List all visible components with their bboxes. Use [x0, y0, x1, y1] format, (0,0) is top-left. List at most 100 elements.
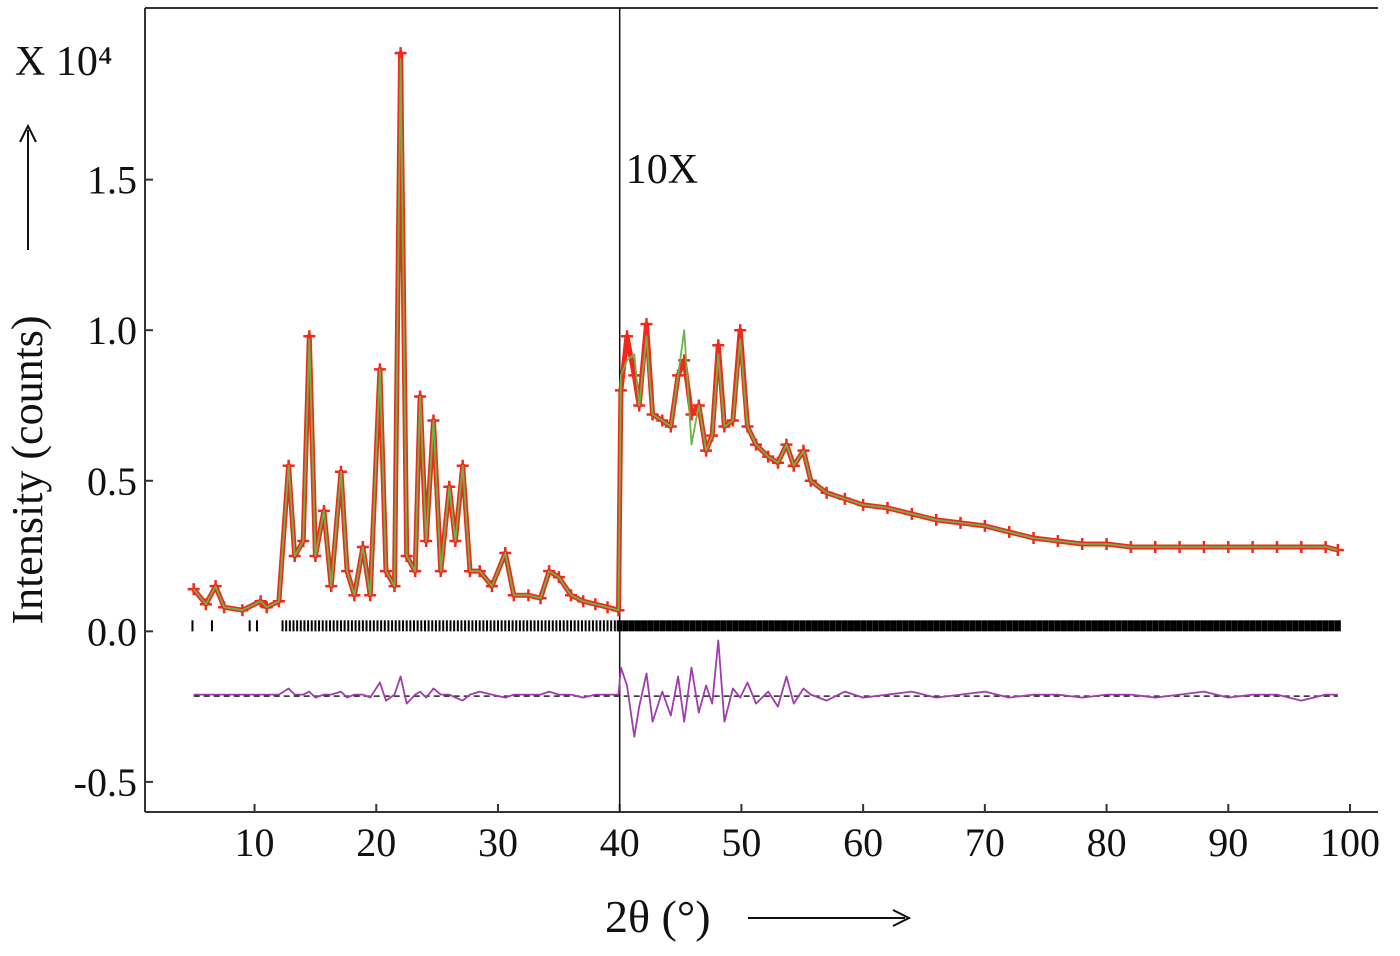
- x-axis-label: 2θ (°): [605, 891, 711, 942]
- y-tick-label: -0.5: [74, 760, 137, 805]
- reflection-tick: [939, 620, 946, 632]
- reflection-tick: [616, 620, 623, 632]
- reflection-tick: [533, 620, 536, 632]
- reflection-tick: [559, 620, 562, 632]
- reflection-tick: [1121, 620, 1128, 632]
- reflection-tick: [847, 620, 854, 632]
- reflection-tick: [456, 620, 459, 632]
- reflection-tick: [296, 620, 299, 632]
- reflection-tick: [854, 620, 861, 632]
- reflection-tick: [1103, 620, 1110, 632]
- reflection-tick: [210, 620, 213, 632]
- reflection-tick: [332, 620, 335, 632]
- reflection-tick: [383, 620, 386, 632]
- reflection-tick: [622, 620, 629, 632]
- reflection-tick: [720, 620, 727, 632]
- observed-point: [187, 583, 200, 596]
- reflection-tick: [1213, 620, 1220, 632]
- reflection-tick: [248, 620, 251, 632]
- reflection-tick: [628, 620, 635, 632]
- reflection-tick: [1261, 620, 1268, 632]
- reflection-tick: [1127, 620, 1134, 632]
- reflection-tick: [726, 620, 733, 632]
- x-tick-label: 30: [478, 820, 518, 865]
- x-tick-label: 50: [721, 820, 761, 865]
- reflection-tick: [1273, 620, 1280, 632]
- reflection-tick: [841, 620, 848, 632]
- reflection-tick: [423, 620, 426, 632]
- reflection-tick: [823, 620, 830, 632]
- reflection-tick: [606, 620, 609, 632]
- reflection-tick: [1140, 620, 1147, 632]
- reflection-tick: [610, 620, 613, 632]
- x-tick-label: 100: [1320, 820, 1380, 865]
- reflection-tick: [522, 620, 525, 632]
- reflection-tick: [793, 620, 800, 632]
- reflection-tick: [884, 620, 891, 632]
- reflection-tick: [562, 620, 565, 632]
- reflection-tick: [994, 620, 1001, 632]
- reflection-tick: [768, 620, 775, 632]
- reflection-tick: [1304, 620, 1311, 632]
- reflection-tick: [511, 620, 514, 632]
- reflection-tick: [354, 620, 357, 632]
- observed-point: [685, 408, 698, 421]
- reflection-tick: [829, 620, 836, 632]
- reflection-tick: [1194, 620, 1201, 632]
- reflection-tick: [394, 620, 397, 632]
- reflection-tick: [398, 620, 401, 632]
- reflection-tick: [584, 620, 587, 632]
- reflection-tick: [1030, 620, 1037, 632]
- observed-point: [621, 330, 634, 343]
- reflection-tick: [634, 620, 641, 632]
- y-tick-label: 1.5: [87, 158, 137, 203]
- x-tick-label: 20: [356, 820, 396, 865]
- reflection-tick: [325, 620, 328, 632]
- reflection-tick: [350, 620, 353, 632]
- reflection-tick: [811, 620, 818, 632]
- reflection-tick: [544, 620, 547, 632]
- reflection-tick: [981, 620, 988, 632]
- observed-point: [628, 369, 641, 382]
- observed-point: [734, 324, 747, 337]
- reflection-tick: [1042, 620, 1049, 632]
- reflection-tick: [1109, 620, 1116, 632]
- reflection-tick: [529, 620, 532, 632]
- reflection-tick: [744, 620, 751, 632]
- reflection-tick: [402, 620, 405, 632]
- reflection-tick: [588, 620, 591, 632]
- reflection-tick: [314, 620, 317, 632]
- reflection-tick: [478, 620, 481, 632]
- reflection-tick: [347, 620, 350, 632]
- reflection-tick: [445, 620, 448, 632]
- reflection-tick: [191, 620, 194, 632]
- reflection-tick: [1085, 620, 1092, 632]
- reflection-tick: [420, 620, 423, 632]
- reflection-tick: [1054, 620, 1061, 632]
- reflection-tick: [1036, 620, 1043, 632]
- reflection-tick: [1018, 620, 1025, 632]
- reflection-tick: [504, 620, 507, 632]
- reflection-tick: [799, 620, 806, 632]
- y-tick-label: 0.0: [87, 609, 137, 654]
- reflection-tick: [896, 620, 903, 632]
- y-multiplier: X 10⁴: [15, 39, 112, 85]
- reflection-tick: [1079, 620, 1086, 632]
- reflection-tick: [358, 620, 361, 632]
- reflection-tick: [460, 620, 463, 632]
- reflection-tick: [817, 620, 824, 632]
- reflection-tick: [595, 620, 598, 632]
- reflection-tick: [507, 620, 510, 632]
- reflection-tick: [376, 620, 379, 632]
- reflection-tick: [805, 620, 812, 632]
- reflection-tick: [500, 620, 503, 632]
- reflection-tick: [442, 620, 445, 632]
- reflection-tick: [1158, 620, 1165, 632]
- reflection-tick: [787, 620, 794, 632]
- y-tick-label: 0.5: [87, 459, 137, 504]
- reflection-tick: [975, 620, 982, 632]
- reflection-tick: [659, 620, 666, 632]
- reflection-tick: [299, 620, 302, 632]
- reflection-tick: [1146, 620, 1153, 632]
